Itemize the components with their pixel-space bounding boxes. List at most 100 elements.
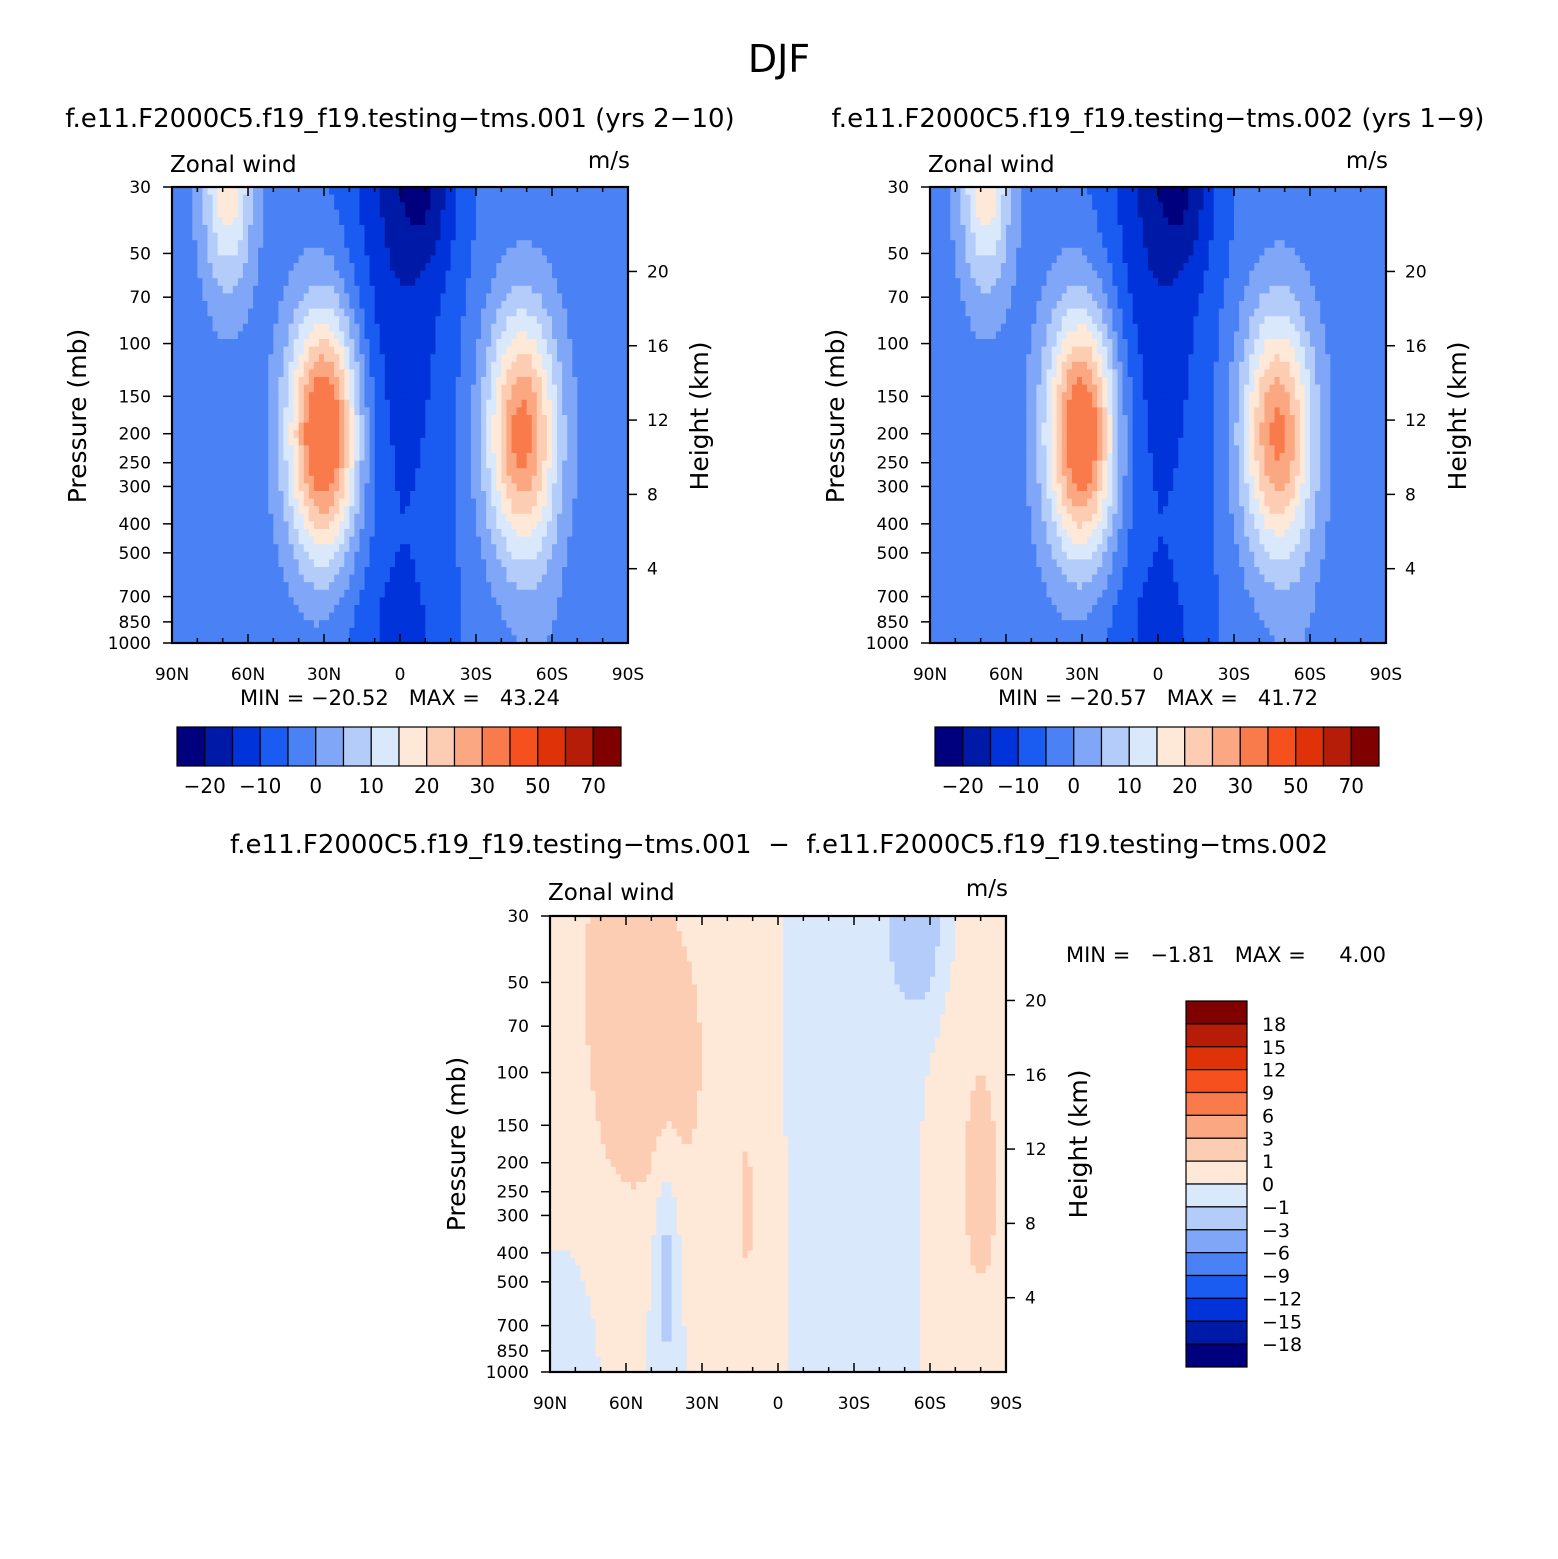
field-cell bbox=[242, 278, 249, 287]
field-cell bbox=[410, 308, 416, 317]
field-cell bbox=[237, 513, 244, 522]
field-cell bbox=[379, 574, 386, 583]
field-cell bbox=[470, 270, 477, 279]
field-cell bbox=[541, 202, 548, 211]
field-cell bbox=[354, 422, 361, 431]
field-cell bbox=[546, 377, 553, 386]
field-cell bbox=[536, 529, 543, 538]
field-cell bbox=[506, 194, 513, 203]
field-cell bbox=[577, 536, 583, 545]
field-cell bbox=[481, 323, 487, 332]
field-cell bbox=[283, 574, 290, 583]
field-cell bbox=[202, 437, 209, 446]
field-cell bbox=[232, 491, 239, 500]
field-cell bbox=[248, 551, 254, 560]
field-cell bbox=[465, 247, 472, 256]
field-cell bbox=[405, 270, 411, 279]
field-cell bbox=[268, 597, 274, 606]
field-cell bbox=[425, 293, 431, 302]
field-cell bbox=[607, 301, 614, 310]
field-cell bbox=[354, 437, 361, 446]
field-cell bbox=[334, 536, 340, 545]
field-cell bbox=[405, 377, 411, 386]
field-cell bbox=[526, 559, 533, 568]
field-cell bbox=[405, 361, 411, 370]
field-cell bbox=[440, 529, 447, 538]
field-cell bbox=[582, 521, 589, 530]
field-cell bbox=[389, 589, 396, 598]
field-cell bbox=[354, 263, 361, 272]
field-cell bbox=[212, 445, 219, 454]
field-cell bbox=[410, 194, 416, 203]
field-cell bbox=[217, 384, 224, 393]
field-cell bbox=[587, 529, 594, 538]
field-cell bbox=[622, 475, 629, 484]
field-cell bbox=[622, 582, 629, 591]
field-cell bbox=[567, 422, 573, 431]
field-cell bbox=[602, 217, 609, 226]
field-cell bbox=[445, 491, 452, 500]
field-cell bbox=[455, 361, 462, 370]
field-cell bbox=[263, 263, 269, 272]
field-cell bbox=[263, 323, 269, 332]
field-cell bbox=[612, 551, 619, 560]
field-cell bbox=[420, 369, 426, 378]
field-cell bbox=[339, 498, 345, 507]
field-cell bbox=[430, 468, 437, 477]
field-cell bbox=[541, 255, 548, 264]
field-cell bbox=[273, 331, 279, 340]
field-cell bbox=[227, 293, 234, 302]
field-cell bbox=[486, 445, 492, 454]
field-cell bbox=[470, 361, 477, 370]
field-cell bbox=[582, 255, 589, 264]
field-cell bbox=[455, 308, 462, 317]
field-cell bbox=[587, 346, 594, 355]
field-cell bbox=[617, 323, 624, 332]
field-cell bbox=[182, 437, 188, 446]
field-cell bbox=[455, 483, 462, 492]
field-cell bbox=[546, 225, 553, 234]
field-cell bbox=[283, 209, 290, 218]
field-cell bbox=[506, 346, 513, 355]
field-cell bbox=[526, 293, 533, 302]
field-cell bbox=[622, 483, 629, 492]
field-cell bbox=[298, 407, 305, 416]
field-cell bbox=[506, 225, 513, 234]
field-cell bbox=[531, 225, 538, 234]
field-cell bbox=[546, 597, 553, 606]
field-cell bbox=[511, 202, 518, 211]
field-cell bbox=[389, 415, 396, 424]
field-cell bbox=[425, 559, 431, 568]
field-cell bbox=[258, 445, 264, 454]
field-cell bbox=[283, 392, 290, 401]
field-cell bbox=[222, 232, 229, 241]
field-cell bbox=[481, 597, 487, 606]
field-cell bbox=[192, 567, 198, 576]
field-cell bbox=[278, 399, 285, 408]
field-cell bbox=[349, 225, 355, 234]
field-cell bbox=[222, 225, 229, 234]
field-cell bbox=[263, 293, 269, 302]
field-cell bbox=[237, 285, 244, 294]
field-cell bbox=[400, 209, 406, 218]
field-cell bbox=[242, 551, 249, 560]
field-cell bbox=[430, 399, 437, 408]
field-cell bbox=[329, 582, 335, 591]
field-cell bbox=[308, 468, 315, 477]
field-cell bbox=[541, 445, 548, 454]
field-cell bbox=[567, 354, 573, 363]
field-cell bbox=[217, 285, 224, 294]
field-cell bbox=[192, 361, 198, 370]
field-cell bbox=[298, 460, 305, 469]
field-cell bbox=[450, 263, 457, 272]
field-cell bbox=[248, 498, 254, 507]
field-cell bbox=[602, 475, 609, 484]
field-cell bbox=[440, 202, 447, 211]
field-cell bbox=[253, 270, 259, 279]
field-cell bbox=[470, 582, 477, 591]
field-cell bbox=[465, 407, 472, 416]
field-cell bbox=[577, 361, 583, 370]
field-cell bbox=[389, 430, 396, 439]
field-cell bbox=[440, 285, 447, 294]
field-cell bbox=[607, 582, 614, 591]
